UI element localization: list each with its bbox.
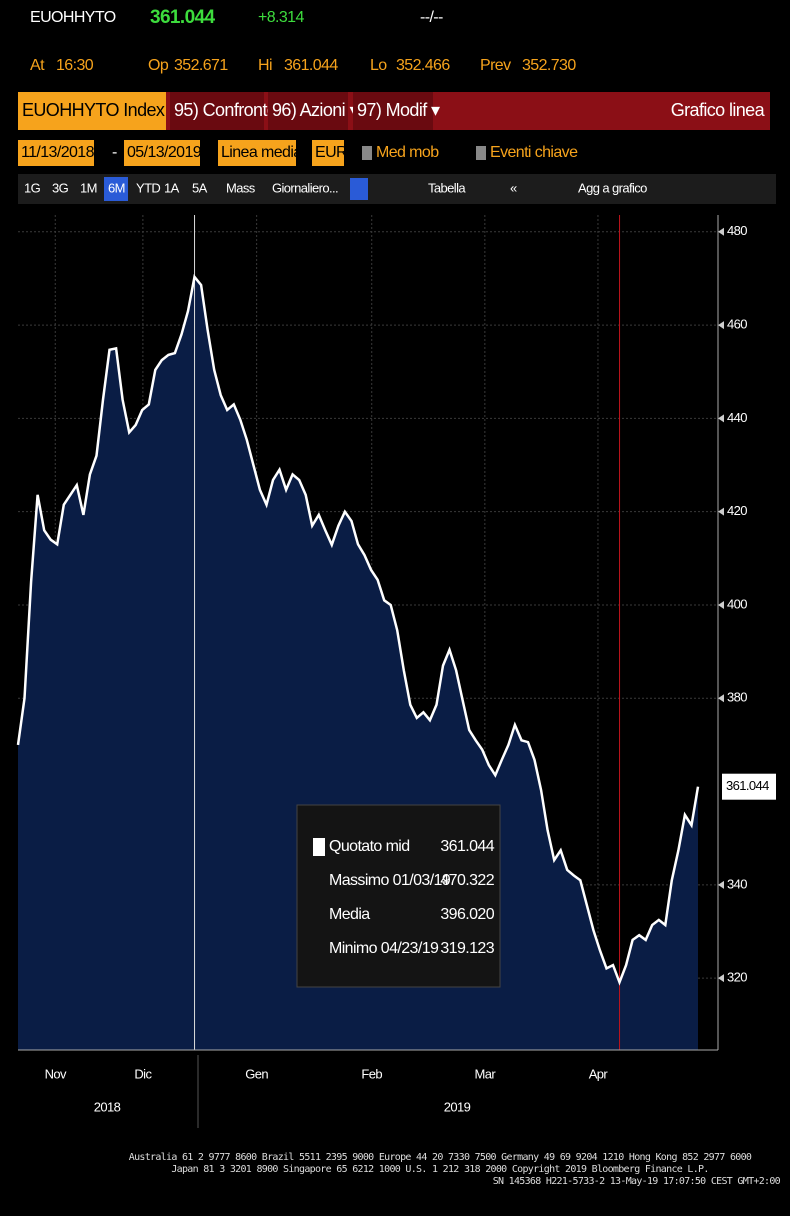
view-name: Grafico linea [671,100,766,120]
currency: EUR [315,144,347,161]
stat-label: Lo [370,57,387,74]
stat-value: 352.466 [396,57,450,74]
period-button[interactable]: 3G [52,180,69,195]
y-tick-label: 340 [727,876,747,891]
currency-field[interactable] [312,140,344,166]
add-button[interactable]: Agg a grafico [578,180,648,195]
ticker: EUOHHYTO [30,9,116,26]
start-field[interactable] [18,140,94,166]
events: Eventi chiave [490,144,578,161]
legend-swatch [313,838,325,856]
last-price-box [722,773,776,800]
button-bg[interactable] [170,92,264,130]
year-label: 2019 [444,1099,471,1114]
y-tick-label: 460 [727,317,747,332]
period-button[interactable]: 6M [108,180,125,195]
y-tick [718,974,724,983]
toolbar-button: 97) Modif ▾ [357,100,440,120]
stat-value: 16:30 [56,57,94,74]
chart-icon[interactable] [350,178,368,200]
legend-value: 361.044 [440,838,494,855]
button-bg[interactable] [353,92,433,130]
y-tick [718,414,724,423]
legend-value: 319.123 [440,940,494,957]
y-tick [718,321,724,330]
checkbox[interactable] [476,146,486,160]
year-label: 2018 [94,1099,121,1114]
period-button[interactable]: 1G [24,180,41,195]
area [18,276,698,1050]
footer-line: SN 145368 H221-5733-2 13-May-19 17:07:50… [493,1176,781,1187]
y-tick-label: 420 [727,503,747,518]
toolbar-button: 96) Azioni ▾ [272,100,358,120]
y-tick-label: 380 [727,690,747,705]
x-tick-label: Feb [361,1066,382,1081]
stat-label: Prev [480,57,511,74]
footer-line: Japan 81 3 3201 8900 Singapore 65 6212 1… [171,1164,708,1175]
y-tick-label: 320 [727,970,747,985]
stat-value: 361.044 [284,57,338,74]
checkbox[interactable] [362,146,372,160]
legend-label: Quotato mid [329,838,410,855]
period-active [104,177,128,201]
y-tick-label: 440 [727,410,747,425]
stat-label: At [30,57,45,74]
legend-label: Massimo 01/03/19 [329,872,451,889]
stat-value: 352.671 [174,57,228,74]
stat-label: Hi [258,57,272,74]
toolbar-button: 95) Confronto [174,100,277,120]
chart-type: Linea media [221,144,302,161]
button-bg[interactable] [268,92,348,130]
footer-line: Australia 61 2 9777 8600 Brazil 5511 239… [129,1152,752,1163]
frequency[interactable]: Giornaliero... [272,180,339,195]
end-field[interactable] [124,140,200,166]
y-tick [718,880,724,889]
x-tick-label: Apr [589,1066,609,1081]
legend-value: 396.020 [440,906,494,923]
period-button[interactable]: Mass [226,180,256,195]
start-date: 11/13/2018 [21,144,95,161]
collapse-button[interactable]: « [510,180,518,195]
legend-label: Minimo 04/23/19 [329,940,439,957]
x-tick-label: Dic [134,1066,152,1081]
end-date: 05/13/2019 [127,144,202,161]
moving-avg: Med mob [376,144,439,161]
type-field[interactable] [218,140,296,166]
period-button[interactable]: 1A [164,180,180,195]
last-price: 361.044 [150,7,216,28]
last-price-label: 361.044 [726,778,769,793]
periods: 1G 3G 1M 6M YTD 1A 5A Mass [24,177,256,201]
y-tick [718,227,724,236]
dash: - [112,144,117,161]
x-tick-label: Mar [475,1066,497,1081]
stats-row: At 16:30 Op 352.671 Hi 361.044 Lo 352.466 Prev 35… [30,57,577,74]
net-change: +8.314 [258,9,304,26]
y-tick [718,600,724,609]
y-tick [718,694,724,703]
y-tick-label: 400 [727,596,747,611]
price-line [16,274,700,986]
period-button[interactable]: YTD [136,180,161,195]
legend-box [296,804,501,988]
security-box[interactable] [18,92,166,130]
period-bar [18,174,776,204]
x-tick-label: Nov [45,1066,67,1081]
period-button[interactable]: 1M [80,180,97,195]
security: EUOHHYTO Index [22,100,165,120]
period-button[interactable]: 5A [192,180,208,195]
stat-label: Op [148,57,169,74]
x-tick-label: Gen [245,1066,268,1081]
legend-value: 470.322 [440,872,494,889]
time-field: --/-- [420,9,443,26]
table-button[interactable]: Tabella [428,180,467,195]
legend: Quotato mid 361.044 Massimo 01/03/19470.32… [296,804,501,988]
y-tick-label: 480 [727,223,747,238]
y-tick [718,507,724,516]
stat-value: 352.730 [522,57,576,74]
legend-label: Media [329,906,370,923]
plot: 320 340 380 400 420 440 460 480 Nov Dic Gen Feb Mar A… [16,215,776,1081]
